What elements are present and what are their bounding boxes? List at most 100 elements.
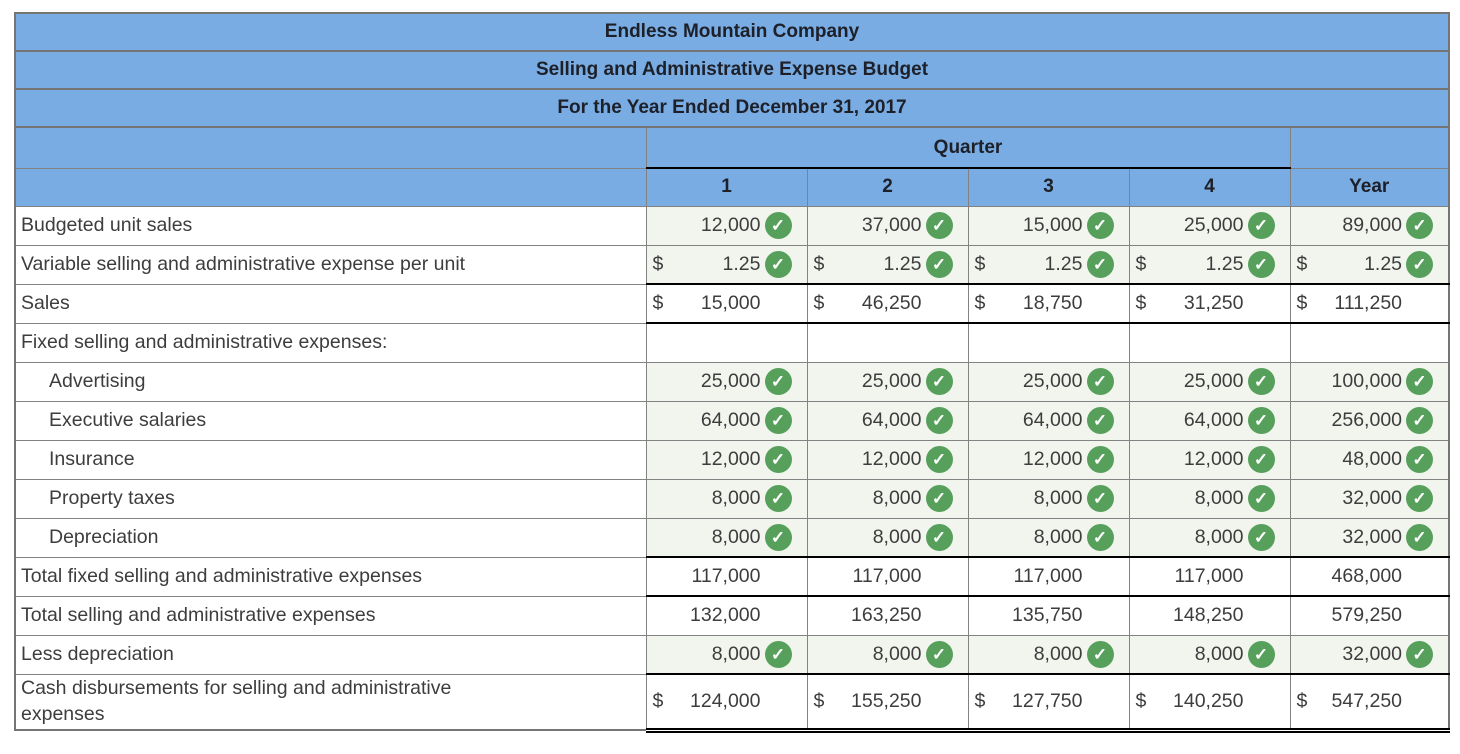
value-cell: 12,000 ✓ xyxy=(806,439,969,480)
check-icon: ✓ xyxy=(1247,523,1275,551)
dollar-sign: $ xyxy=(652,292,664,314)
row-label: Insurance xyxy=(14,439,647,480)
value-cell: $15,000 xyxy=(645,283,808,324)
check-icon: ✓ xyxy=(925,407,953,434)
value-cell: 15,000 ✓ xyxy=(967,205,1130,246)
check-icon: ✓ xyxy=(1247,446,1275,473)
cell-value: 140,250 xyxy=(1173,689,1244,712)
value-cell: $140,250 xyxy=(1128,673,1291,733)
cell-value: 155,250 xyxy=(851,689,922,712)
check-icon: ✓ xyxy=(1406,446,1434,473)
row-label: Variable selling and administrative expe… xyxy=(14,244,647,285)
dollar-sign: $ xyxy=(1135,252,1147,275)
row-label: Budgeted unit sales xyxy=(14,205,647,246)
dollar-sign: $ xyxy=(974,252,986,275)
check-zone: ✓ xyxy=(922,212,968,239)
company-title: Endless Mountain Company xyxy=(14,12,1450,52)
cell-value: 8,000 xyxy=(1033,642,1083,665)
check-icon: ✓ xyxy=(764,640,792,668)
cell-value: 8,000 xyxy=(1194,642,1244,665)
cell-value: 89,000 xyxy=(1342,214,1403,236)
check-icon: ✓ xyxy=(1247,407,1275,434)
table-row: Total selling and administrative expense… xyxy=(14,595,1450,636)
cell-value: 31,250 xyxy=(1183,292,1244,314)
value-cell: 8,000 ✓ xyxy=(645,517,808,558)
value-cell: 89,000 ✓ xyxy=(1289,205,1450,246)
check-zone: ✓ xyxy=(761,368,807,395)
check-zone: ✓ xyxy=(761,250,807,278)
check-icon: ✓ xyxy=(925,250,953,278)
check-icon: ✓ xyxy=(764,368,792,395)
cell-value: 1.25 xyxy=(1205,252,1244,275)
check-zone: ✓ xyxy=(1244,523,1290,551)
check-icon: ✓ xyxy=(925,368,953,395)
cell-value: 1.25 xyxy=(883,252,922,275)
check-zone: ✓ xyxy=(1083,368,1129,395)
value-cell: $1.25 ✓ xyxy=(645,244,808,285)
cell-value: 12,000 xyxy=(1183,448,1244,470)
row-label-text: Fixed selling and administrative expense… xyxy=(21,331,388,353)
dollar-sign: $ xyxy=(1296,252,1308,275)
cell-value: 1.25 xyxy=(722,252,761,275)
value-cell: 256,000 ✓ xyxy=(1289,400,1450,441)
row-label-text: Total fixed selling and administrative e… xyxy=(21,565,423,587)
check-zone: ✓ xyxy=(1244,250,1290,278)
check-icon: ✓ xyxy=(1086,212,1114,239)
cell-value: 132,000 xyxy=(690,604,761,627)
cell-value: 25,000 xyxy=(861,370,922,392)
value-cell: 117,000 xyxy=(967,556,1130,597)
value-cell: $1.25 ✓ xyxy=(1128,244,1291,285)
row-label: Less depreciation xyxy=(14,634,647,675)
dollar-sign: $ xyxy=(974,689,986,712)
value-cell: 32,000 ✓ xyxy=(1289,634,1450,675)
check-icon: ✓ xyxy=(1247,368,1275,395)
value-cell: 64,000 ✓ xyxy=(806,400,969,441)
cell-value: 163,250 xyxy=(851,604,922,627)
cell-value: 100,000 xyxy=(1331,370,1403,392)
value-cell: $124,000 xyxy=(645,673,808,733)
cell-value: 37,000 xyxy=(861,214,922,236)
row-label: Advertising xyxy=(14,361,647,402)
value-cell: $127,750 xyxy=(967,673,1130,733)
check-zone: ✓ xyxy=(1083,640,1129,668)
check-icon: ✓ xyxy=(764,212,792,239)
row-label: Cash disbursements for selling and admin… xyxy=(14,673,647,731)
cell-value: 32,000 xyxy=(1342,642,1403,665)
check-icon: ✓ xyxy=(1086,250,1114,278)
cell-value: 8,000 xyxy=(711,642,761,665)
value-cell: 48,000 ✓ xyxy=(1289,439,1450,480)
value-cell: 64,000 ✓ xyxy=(1128,400,1291,441)
check-zone: ✓ xyxy=(761,640,807,668)
cell-value: 8,000 xyxy=(1033,487,1083,509)
value-cell: 8,000 ✓ xyxy=(967,517,1130,558)
value-cell: 132,000 xyxy=(645,595,808,636)
value-cell: 468,000 xyxy=(1289,556,1450,597)
check-zone: ✓ xyxy=(1083,523,1129,551)
row-label: Total selling and administrative expense… xyxy=(14,595,647,636)
check-icon: ✓ xyxy=(1247,640,1275,668)
value-cell: 25,000 ✓ xyxy=(1128,205,1291,246)
check-zone: ✓ xyxy=(922,485,968,512)
check-zone: ✓ xyxy=(1402,407,1448,434)
dollar-sign: $ xyxy=(1296,292,1308,314)
report-title: Selling and Administrative Expense Budge… xyxy=(14,50,1450,90)
table-row: Variable selling and administrative expe… xyxy=(14,244,1450,285)
value-cell: $155,250 xyxy=(806,673,969,733)
check-icon: ✓ xyxy=(925,523,953,551)
value-cell: 8,000 ✓ xyxy=(1128,517,1291,558)
check-icon: ✓ xyxy=(764,523,792,551)
cell-value: 8,000 xyxy=(711,525,761,548)
value-cell: $1.25 ✓ xyxy=(806,244,969,285)
cell-value: 117,000 xyxy=(852,565,922,587)
check-zone: ✓ xyxy=(761,212,807,239)
table-row: Budgeted unit sales 12,000 ✓ 37,000 ✓ 15,000 ✓… xyxy=(14,205,1450,246)
row-label-text: Depreciation xyxy=(49,526,159,548)
value-cell: 8,000 ✓ xyxy=(1128,478,1291,519)
check-icon: ✓ xyxy=(925,485,953,512)
cell-value: 64,000 xyxy=(700,409,761,431)
check-zone: ✓ xyxy=(1083,485,1129,512)
check-zone: ✓ xyxy=(1402,523,1448,551)
check-icon: ✓ xyxy=(1406,407,1434,434)
value-cell: 25,000 ✓ xyxy=(645,361,808,402)
value-cell: 32,000 ✓ xyxy=(1289,517,1450,558)
